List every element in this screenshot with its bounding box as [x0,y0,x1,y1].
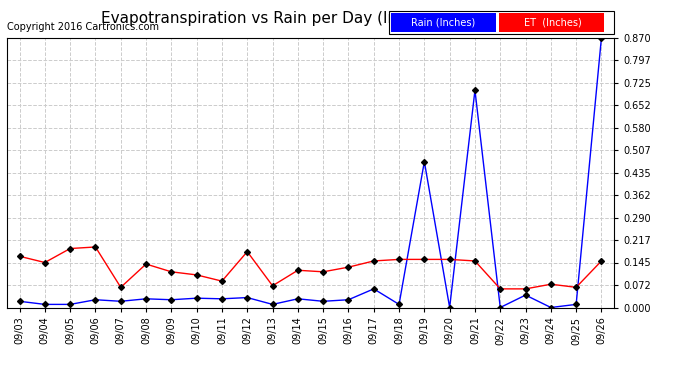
Text: Rain (Inches): Rain (Inches) [411,18,475,27]
Text: Copyright 2016 Cartronics.com: Copyright 2016 Cartronics.com [7,22,159,32]
Text: Evapotranspiration vs Rain per Day (Inches) 20160927: Evapotranspiration vs Rain per Day (Inch… [101,11,520,26]
Text: ET  (Inches): ET (Inches) [524,18,582,27]
